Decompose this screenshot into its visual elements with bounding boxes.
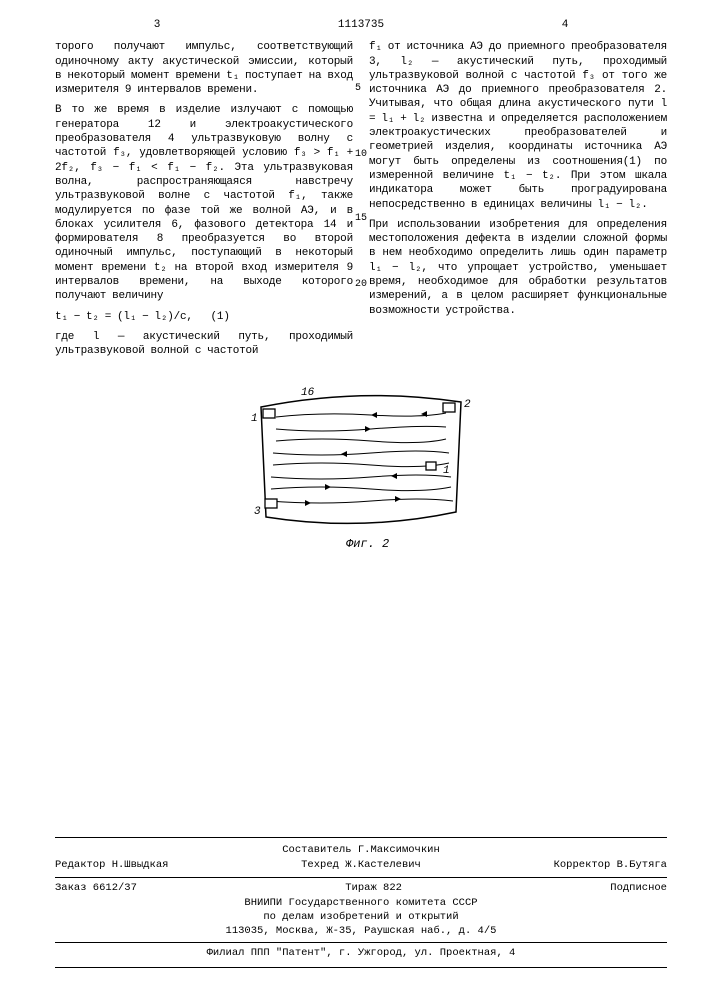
editor: Редактор Н.Швыдкая	[55, 859, 168, 873]
figure-svg: 16 1 2 1 3 Фиг. 2	[221, 377, 501, 557]
page-number-left: 3	[55, 18, 259, 32]
tirazh: Тираж 822	[345, 882, 402, 896]
line-number: 5	[355, 82, 361, 95]
page: 3 1113735 4 торого получают импульс, соо…	[0, 0, 707, 988]
fig-label-1b: 1	[443, 465, 450, 477]
page-number-right: 4	[463, 18, 667, 32]
org-line-1: ВНИИПИ Государственного комитета СССР	[55, 897, 667, 911]
header-row: 3 1113735 4	[55, 18, 667, 32]
left-p1: торого получают импульс, соответствующий…	[55, 40, 353, 97]
document-number: 1113735	[259, 18, 463, 32]
corrector: Корректор В.Бутяга	[554, 859, 667, 873]
right-column: 5 10 15 20 f₁ от источника АЭ до приемно…	[369, 40, 667, 364]
left-p3: где l — акустический путь, проходимый ул…	[55, 330, 353, 359]
fig-label-2: 2	[464, 399, 471, 411]
imprint-block: Составитель Г.Максимочкин Редактор Н.Швы…	[55, 837, 667, 968]
credits-row: Редактор Н.Швыдкая Техред Ж.Кастелевич К…	[55, 859, 667, 873]
line-number: 20	[355, 278, 367, 291]
order-row: Заказ 6612/37 Тираж 822 Подписное	[55, 882, 667, 896]
fig-label-16: 16	[301, 387, 315, 399]
order-number: Заказ 6612/37	[55, 882, 137, 896]
fig-label-1a: 1	[251, 413, 258, 425]
podpisnoe: Подписное	[610, 882, 667, 896]
text-columns: торого получают импульс, соответствующий…	[55, 40, 667, 364]
left-column: торого получают импульс, соответствующий…	[55, 40, 353, 364]
techred: Техред Ж.Кастелевич	[301, 859, 421, 873]
fig-label-3: 3	[254, 506, 261, 518]
figure-2: 16 1 2 1 3 Фиг. 2	[55, 377, 667, 557]
formula-1: t₁ − t₂ = (l₁ − l₂)/c, (1)	[55, 310, 353, 324]
branch-line: Филиал ППП "Патент", г. Ужгород, ул. Про…	[55, 947, 667, 961]
line-number: 15	[355, 212, 367, 225]
right-p1: f₁ от источника АЭ до приемного преобраз…	[369, 40, 667, 212]
fig-caption: Фиг. 2	[346, 537, 389, 551]
left-p2: В то же время в изделие излучают с помощ…	[55, 103, 353, 303]
right-p2: При использовании изобретения для опреде…	[369, 218, 667, 318]
org-address: 113035, Москва, Ж-35, Раушская наб., д. …	[55, 925, 667, 939]
line-number: 10	[355, 148, 367, 161]
separator	[55, 877, 667, 878]
composer: Составитель Г.Максимочкин	[55, 844, 667, 858]
separator	[55, 942, 667, 943]
org-line-2: по делам изобретений и открытий	[55, 911, 667, 925]
